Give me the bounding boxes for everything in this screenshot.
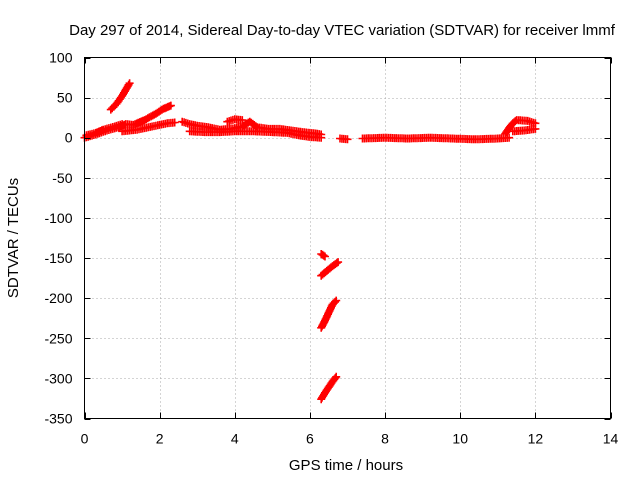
y-tick-label: 50 [57,90,73,106]
x-tick-label: 12 [528,431,544,447]
y-axis-label: SDTVAR / TECUs [5,178,22,298]
x-tick-label: 10 [452,431,468,447]
data-point-segment [185,127,326,142]
tick-labels: 0 2 4 6 8 10 12 14 100 50 0 -50 -100 -150 -200 -250 -300… [44,50,618,447]
x-axis-label: GPS time / hours [289,457,403,474]
data-point-segment [118,118,179,136]
y-tick-label: -250 [44,330,72,346]
x-tick-label: 4 [231,431,239,447]
data-point-segment [106,79,134,114]
data-point-segment [336,134,352,144]
y-tick-label: -200 [44,290,72,306]
data-point-segment [508,124,540,136]
y-tick-label: -300 [44,370,72,386]
axis-ticks [84,57,612,420]
data-point-segment [317,258,343,280]
x-tick-label: 6 [306,431,314,447]
data-point-segment [82,120,127,140]
y-tick-label: 100 [49,50,73,66]
y-tick-label: 0 [65,130,73,146]
y-tick-label: -350 [44,411,72,427]
y-tick-label: -50 [52,170,72,186]
data-point-segment [358,133,514,144]
data-point-segment [317,372,341,404]
data-point-segment [317,296,341,332]
data-points [80,79,540,404]
x-tick-label: 8 [381,431,389,447]
data-point-segment [223,115,247,126]
x-tick-label: 2 [156,431,164,447]
data-point-segment [317,250,329,261]
x-tick-label: 0 [81,431,89,447]
data-point-segment [501,116,540,138]
chart-title: Day 297 of 2014, Sidereal Day-to-day VTE… [69,22,616,39]
x-tick-label: 14 [603,431,619,447]
y-tick-label: -150 [44,250,72,266]
plot-frame [84,57,611,419]
y-tick-label: -100 [44,210,72,226]
